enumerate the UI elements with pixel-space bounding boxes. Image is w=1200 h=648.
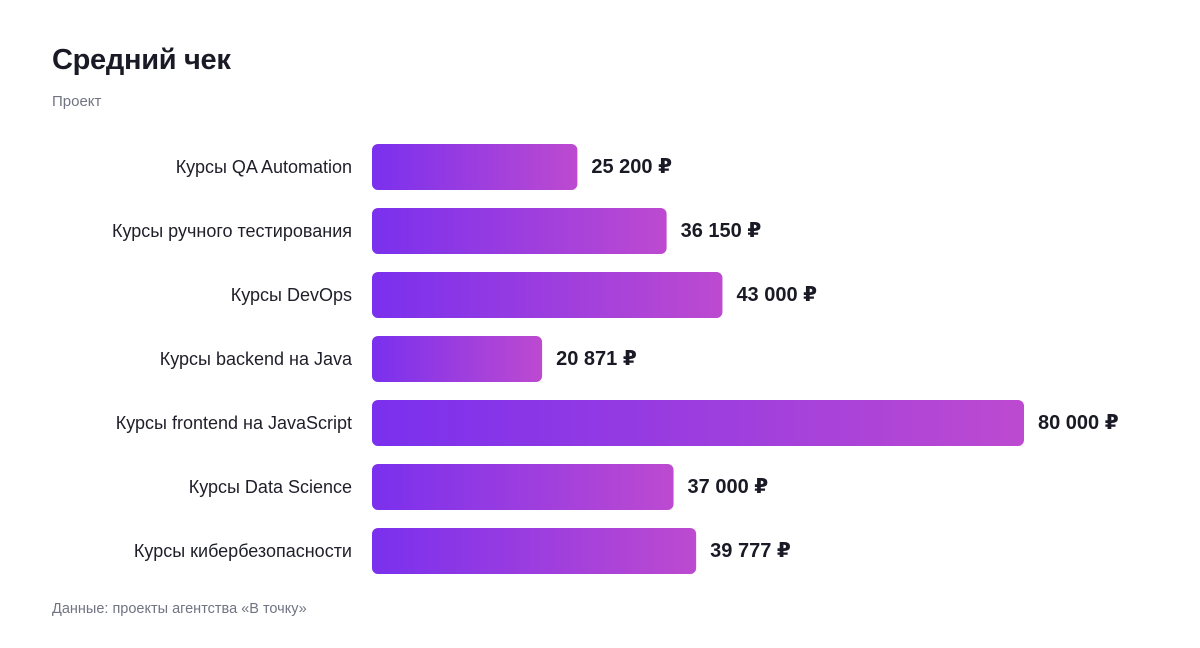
bar bbox=[372, 336, 543, 382]
bar bbox=[372, 400, 1024, 446]
category-label: Курсы backend на Java bbox=[160, 349, 353, 369]
category-label: Курсы QA Automation bbox=[176, 157, 352, 177]
bar bbox=[372, 144, 578, 190]
value-label: 20 871 ₽ bbox=[556, 348, 637, 370]
value-label: 37 000 ₽ bbox=[688, 476, 769, 498]
category-label: Курсы кибербезопасности bbox=[134, 541, 352, 561]
value-label: 39 777 ₽ bbox=[710, 540, 791, 562]
data-source-note: Данные: проекты агентства «В точку» bbox=[52, 601, 307, 617]
bar bbox=[372, 528, 697, 574]
category-label: Курсы DevOps bbox=[231, 285, 352, 305]
bar bbox=[372, 208, 667, 254]
value-label: 25 200 ₽ bbox=[591, 156, 672, 178]
value-label: 43 000 ₽ bbox=[736, 284, 817, 306]
value-label: 80 000 ₽ bbox=[1038, 412, 1119, 434]
value-label: 36 150 ₽ bbox=[681, 220, 762, 242]
category-label: Курсы frontend на JavaScript bbox=[116, 413, 352, 433]
bars-group: Курсы QA Automation 25 200 ₽ Курсы ручного… bbox=[112, 144, 1119, 574]
chart-subtitle: Проект bbox=[52, 93, 102, 110]
bar bbox=[372, 272, 723, 318]
bar bbox=[372, 464, 674, 510]
category-label: Курсы Data Science bbox=[189, 477, 352, 497]
chart-title: Средний чек bbox=[52, 44, 231, 76]
category-label: Курсы ручного тестирования bbox=[112, 221, 352, 241]
